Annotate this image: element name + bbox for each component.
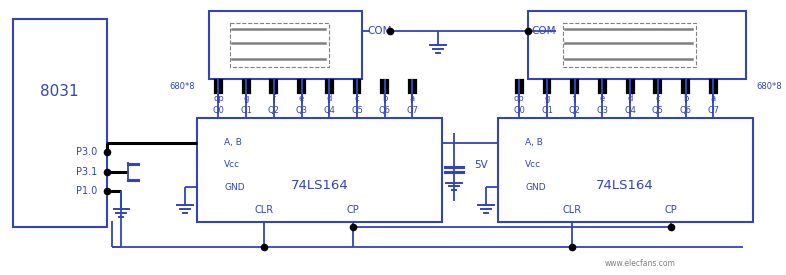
Text: Q3: Q3 bbox=[296, 106, 307, 115]
Text: Q0: Q0 bbox=[513, 106, 525, 115]
Text: COM: COM bbox=[368, 26, 392, 36]
Text: P3.0: P3.0 bbox=[76, 147, 97, 157]
Text: P3.1: P3.1 bbox=[76, 167, 97, 177]
Text: e: e bbox=[600, 94, 605, 103]
Bar bbox=[326, 79, 332, 94]
Text: Q5: Q5 bbox=[652, 106, 664, 115]
Text: b: b bbox=[382, 94, 387, 103]
Text: Q2: Q2 bbox=[569, 106, 581, 115]
Bar bbox=[13, 19, 107, 227]
Bar bbox=[626, 79, 634, 94]
Bar bbox=[270, 79, 277, 94]
Bar bbox=[516, 79, 523, 94]
Text: 74LS164: 74LS164 bbox=[597, 179, 654, 192]
Text: 8031: 8031 bbox=[40, 84, 79, 100]
Bar bbox=[710, 79, 717, 94]
Text: g: g bbox=[545, 94, 549, 103]
Bar bbox=[528, 11, 746, 79]
Bar bbox=[498, 118, 753, 222]
Text: c: c bbox=[354, 94, 359, 103]
Text: Q6: Q6 bbox=[680, 106, 692, 115]
Text: www.elecfans.com: www.elecfans.com bbox=[604, 259, 675, 268]
Text: d: d bbox=[627, 94, 633, 103]
Text: d: d bbox=[326, 94, 332, 103]
Text: CLR: CLR bbox=[562, 205, 582, 215]
Text: Vcc: Vcc bbox=[224, 160, 241, 169]
Bar bbox=[655, 79, 661, 94]
Text: Q5: Q5 bbox=[351, 106, 363, 115]
Text: 680*8: 680*8 bbox=[757, 82, 782, 91]
Text: COM: COM bbox=[532, 26, 556, 36]
Text: Q0: Q0 bbox=[212, 106, 224, 115]
Text: dp: dp bbox=[213, 94, 224, 103]
Text: dp: dp bbox=[514, 94, 525, 103]
Bar bbox=[682, 79, 689, 94]
Bar bbox=[208, 11, 362, 79]
Text: Q7: Q7 bbox=[707, 106, 719, 115]
Bar bbox=[298, 79, 305, 94]
Text: Q1: Q1 bbox=[541, 106, 553, 115]
Text: A, B: A, B bbox=[525, 138, 543, 147]
Bar bbox=[544, 79, 550, 94]
Bar bbox=[571, 79, 578, 94]
Text: Q4: Q4 bbox=[323, 106, 335, 115]
Text: 74LS164: 74LS164 bbox=[291, 179, 348, 192]
Bar bbox=[354, 79, 361, 94]
Text: Q7: Q7 bbox=[406, 106, 418, 115]
Text: 5V: 5V bbox=[474, 160, 487, 170]
Text: GND: GND bbox=[224, 183, 245, 192]
Text: Q2: Q2 bbox=[268, 106, 280, 115]
Text: f: f bbox=[573, 94, 576, 103]
Bar bbox=[599, 79, 606, 94]
Bar bbox=[409, 79, 416, 94]
Text: P1.0: P1.0 bbox=[76, 186, 97, 196]
Text: f: f bbox=[272, 94, 275, 103]
Bar bbox=[196, 118, 442, 222]
Text: CP: CP bbox=[664, 205, 677, 215]
Text: a: a bbox=[410, 94, 415, 103]
Text: a: a bbox=[711, 94, 716, 103]
Bar bbox=[215, 79, 222, 94]
Text: 680*8: 680*8 bbox=[169, 82, 195, 91]
Text: CP: CP bbox=[347, 205, 359, 215]
Bar bbox=[381, 79, 388, 94]
Bar bbox=[243, 79, 250, 94]
Text: c: c bbox=[656, 94, 660, 103]
Text: b: b bbox=[683, 94, 689, 103]
Text: Q4: Q4 bbox=[624, 106, 636, 115]
Text: Q6: Q6 bbox=[379, 106, 391, 115]
Text: Q3: Q3 bbox=[597, 106, 608, 115]
Text: CLR: CLR bbox=[255, 205, 274, 215]
Text: A, B: A, B bbox=[224, 138, 242, 147]
Bar bbox=[563, 23, 696, 67]
Text: Q1: Q1 bbox=[241, 106, 252, 115]
Text: g: g bbox=[244, 94, 249, 103]
Text: GND: GND bbox=[525, 183, 545, 192]
Bar bbox=[230, 23, 329, 67]
Text: e: e bbox=[299, 94, 304, 103]
Text: Vcc: Vcc bbox=[525, 160, 542, 169]
